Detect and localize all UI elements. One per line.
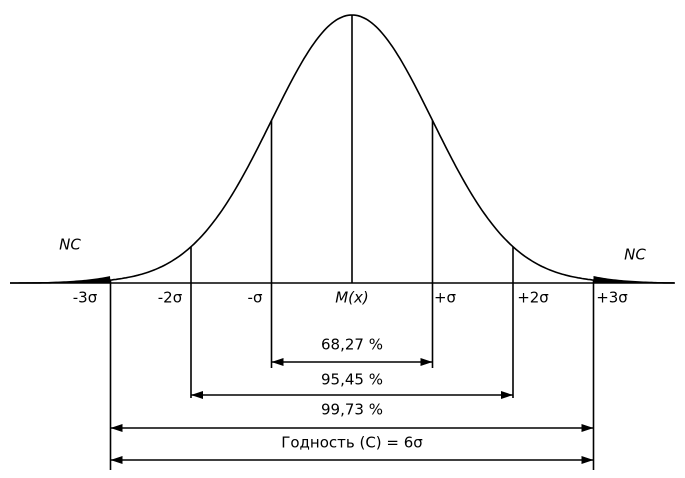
axis-label: M(x) <box>335 289 369 307</box>
axis-label: +σ <box>434 289 457 307</box>
axis-label: +2σ <box>517 289 549 307</box>
nc-left-label: NC <box>59 236 81 254</box>
normal-curve-diagram: -3σ -2σ -σ M(x) +σ +2σ +3σ <box>10 14 675 470</box>
interval-label: 95,45 % <box>321 371 383 389</box>
interval-label: 68,27 % <box>321 336 383 354</box>
curve <box>10 14 674 284</box>
axis-label: -σ <box>248 289 263 307</box>
nc-right-label: NC <box>624 246 646 264</box>
axis-label: -3σ <box>73 289 98 307</box>
axis-label: +3σ <box>596 289 628 307</box>
range-label: Годность (C) = 6σ <box>281 434 423 452</box>
axis-label: -2σ <box>158 289 183 307</box>
interval-label: 99,73 % <box>321 401 383 419</box>
